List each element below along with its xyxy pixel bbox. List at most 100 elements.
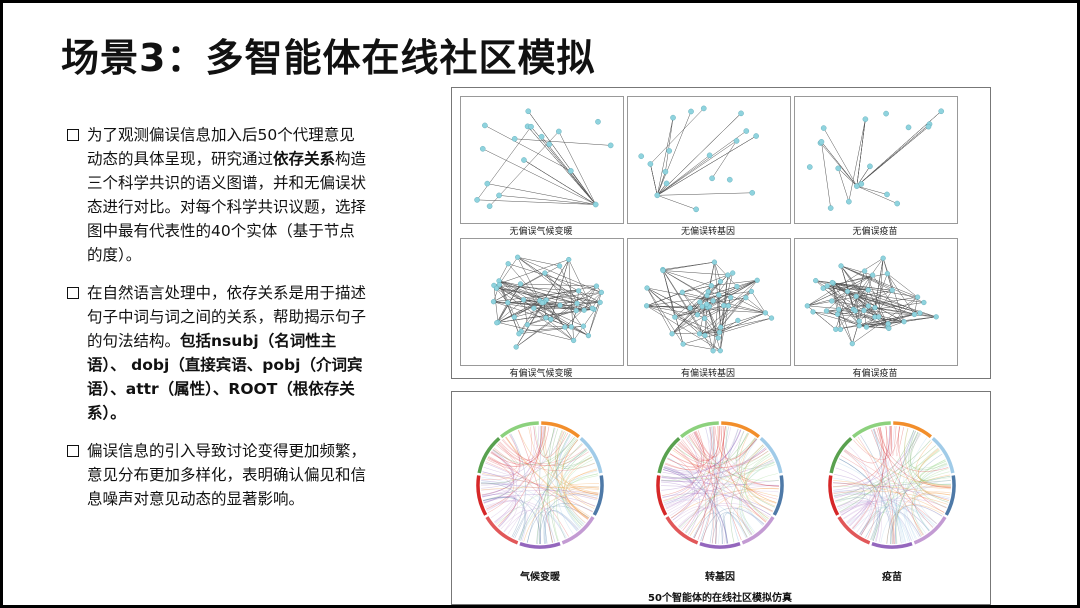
network-node [856, 318, 862, 324]
network-node [543, 315, 549, 321]
chord-ribbon [557, 434, 583, 526]
chord-ribbon [487, 456, 515, 514]
chord-ribbon [500, 510, 541, 545]
network-node [768, 315, 775, 321]
chord-ribbon [568, 486, 599, 499]
chord-ribbon [840, 455, 937, 524]
chord-ribbon [834, 426, 890, 499]
network-edge [542, 302, 566, 328]
network-edge [497, 300, 540, 323]
network-node [595, 118, 601, 125]
network-node [493, 285, 500, 291]
chord-ribbon [662, 493, 773, 512]
chord-ribbon [688, 435, 778, 500]
network-edge [657, 111, 692, 196]
chord-ribbon [482, 493, 517, 528]
chord-ribbon [664, 447, 766, 507]
chord-ribbon [718, 512, 747, 544]
chord-ribbon [517, 430, 553, 543]
chord-ribbon [689, 487, 779, 536]
network-edge [868, 289, 921, 314]
chord-ribbon [682, 426, 719, 531]
network-node [709, 175, 715, 182]
chord-ribbon [701, 507, 765, 542]
network-edge [498, 280, 524, 301]
chord-ribbon [560, 439, 589, 520]
network-node [905, 124, 912, 131]
chord-ribbon [879, 427, 934, 528]
chord-arc [485, 516, 519, 545]
network-edge [657, 171, 666, 196]
chord-ribbon [518, 429, 599, 496]
chord-ribbon [914, 468, 949, 532]
chord-ribbon [833, 491, 868, 527]
chord-ribbon [661, 447, 766, 478]
chord-ribbon [694, 426, 726, 539]
chord-ribbon [504, 507, 579, 533]
chord-ribbon [720, 426, 779, 487]
chord-ribbon [839, 458, 892, 544]
network-edge [646, 305, 721, 351]
network-node [823, 308, 830, 314]
chord-diagram [828, 421, 956, 549]
network-node [711, 259, 718, 265]
network-node [566, 256, 572, 263]
chord-ribbon [723, 426, 766, 523]
chord-ribbon [568, 469, 599, 489]
chord-ribbon [876, 426, 891, 457]
bullet-item: 为了观测偏误信息加入后50个代理意见动态的具体呈现，研究通过依存关系构造三个科学… [67, 123, 367, 267]
network-edge [874, 273, 888, 308]
chord-ribbon [736, 506, 767, 538]
network-edge [827, 285, 920, 314]
chord-ribbon [865, 475, 951, 538]
network-edge [840, 265, 889, 324]
network-node [511, 314, 517, 320]
chord-ribbon [560, 437, 588, 465]
chord-ribbon [487, 426, 533, 467]
chord-ribbon [481, 489, 518, 532]
chord-ribbon [835, 467, 880, 542]
network-edge [487, 183, 596, 205]
network-edge [709, 280, 758, 307]
network-node [568, 324, 574, 330]
network-graph-panel: 无偏误气候变暖 无偏误转基因 无偏误疫苗 有偏误气候变暖 有偏误转基因 有偏误疫苗 [451, 87, 991, 379]
network-node [852, 308, 858, 314]
network-node [834, 311, 841, 317]
network-node [862, 268, 868, 274]
network-node [813, 277, 819, 284]
chord-ribbon [666, 428, 739, 512]
network-edge [523, 299, 585, 311]
chord-ribbon [661, 430, 705, 497]
chord-ribbon [852, 426, 888, 529]
chord-ribbon [502, 438, 589, 466]
network-node [573, 308, 579, 314]
network-node [726, 176, 733, 183]
network-edge [499, 195, 596, 205]
chord-ribbon [873, 428, 951, 489]
chord-ribbon [661, 479, 780, 486]
network-node [938, 108, 945, 115]
chord-ribbon [665, 430, 745, 509]
chord-ribbon [917, 448, 951, 488]
network-edge [493, 285, 585, 311]
network-edge [914, 297, 918, 315]
chord-ribbon [911, 483, 951, 537]
chord-arc [913, 516, 947, 545]
chord-ribbon [717, 426, 769, 519]
chord-ribbon [670, 488, 779, 519]
chord-ribbon [837, 501, 921, 537]
network-node [710, 298, 716, 304]
network-edge [674, 316, 719, 339]
chord-ribbon [536, 438, 577, 544]
chord-ribbon [738, 433, 777, 503]
network-node [754, 277, 760, 283]
network-edge [683, 317, 772, 345]
chord-arc [837, 516, 871, 545]
network-edge [657, 135, 757, 196]
network-graph [627, 96, 791, 224]
network-edge [704, 297, 747, 336]
network-edge [571, 310, 577, 327]
chord-ribbon [677, 425, 721, 462]
chord-ribbon [833, 482, 865, 516]
chord-ribbon [833, 480, 951, 493]
